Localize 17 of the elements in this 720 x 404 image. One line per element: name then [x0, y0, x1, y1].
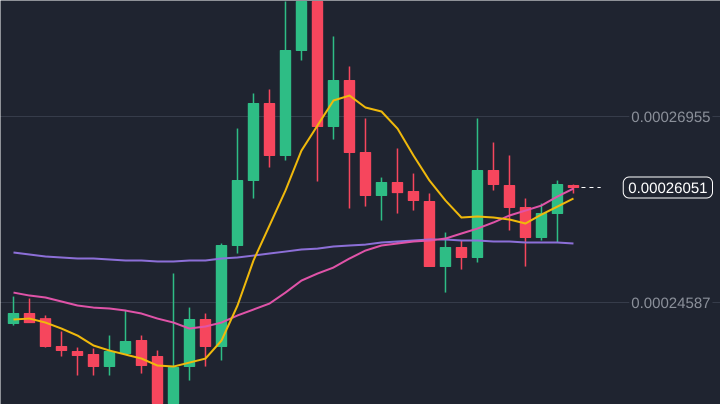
candlestick: [376, 176, 388, 222]
candlestick: [536, 202, 548, 242]
candlestick: [456, 238, 468, 270]
candlestick: [88, 348, 100, 376]
candlestick: [504, 154, 516, 232]
line-series: [12, 238, 574, 263]
candlestick: [56, 330, 68, 358]
candlestick: [120, 308, 132, 356]
y-tick-label: 0.00024587: [631, 295, 710, 312]
candlestick: [488, 142, 500, 192]
candlestick: [72, 346, 84, 376]
text: 0.00026051: [628, 180, 708, 198]
candlestick: [408, 172, 420, 212]
candlestick: [392, 148, 404, 214]
candlestick: [104, 334, 116, 376]
y-tick-label: 0.00026955: [631, 109, 710, 126]
candlestick: [440, 232, 452, 294]
